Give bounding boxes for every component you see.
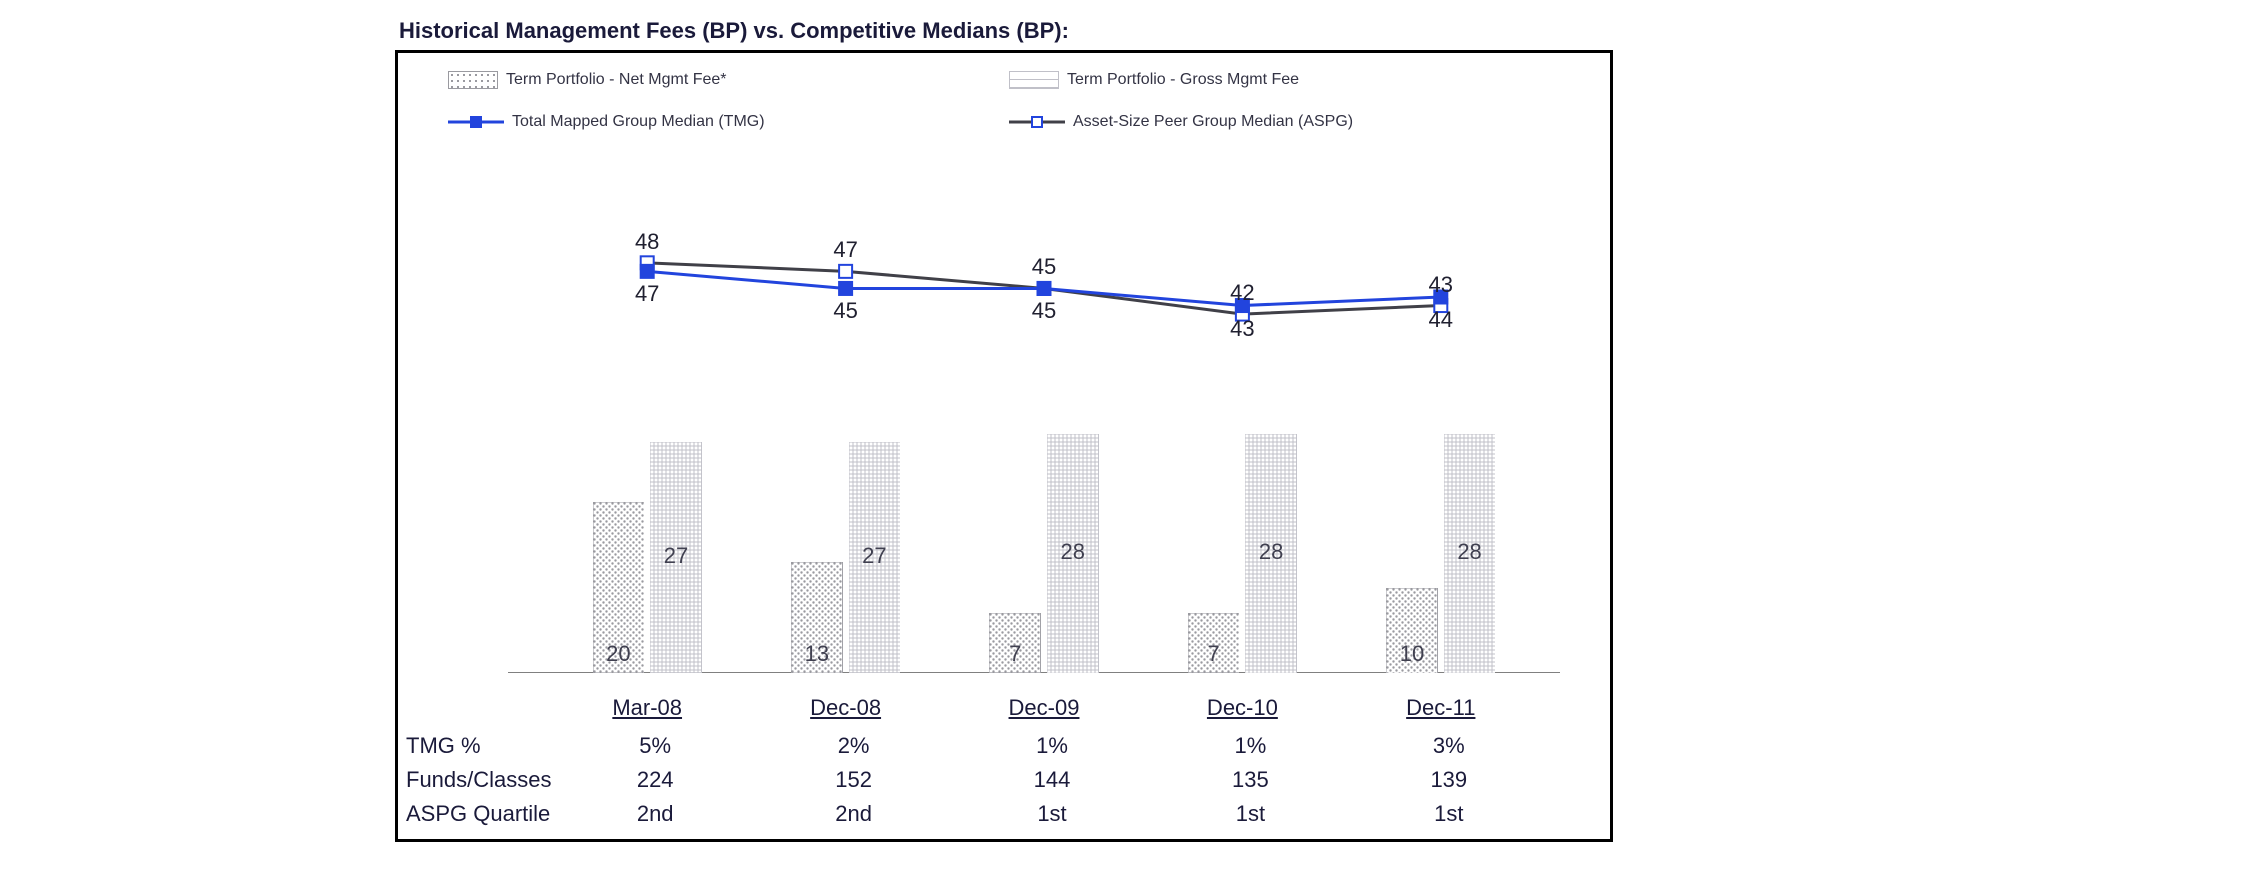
legend-label-tmg: Total Mapped Group Median (TMG) bbox=[512, 113, 765, 131]
bar-gross-value: 27 bbox=[862, 543, 886, 569]
legend-swatch-aspg bbox=[1009, 114, 1065, 130]
table-cell: 1% bbox=[1234, 733, 1266, 759]
table-cell: 1st bbox=[1434, 801, 1463, 827]
x-axis-label: Dec-09 bbox=[1009, 695, 1080, 721]
table-cell: 5% bbox=[639, 733, 671, 759]
table-row: Funds/Classes 224 152 144 135 139 bbox=[406, 767, 1610, 801]
bar-gross-value: 28 bbox=[1457, 539, 1481, 565]
bar-net-value: 10 bbox=[1400, 641, 1424, 667]
table-cell: 2nd bbox=[637, 801, 674, 827]
aspg-value: 42 bbox=[1230, 280, 1254, 306]
legend: Term Portfolio - Net Mgmt Fee* Term Port… bbox=[448, 71, 1570, 155]
aspg-value: 45 bbox=[1032, 254, 1056, 280]
tmg-value: 47 bbox=[635, 281, 659, 307]
bar-net-value: 7 bbox=[1208, 641, 1220, 667]
bar-net-value: 20 bbox=[606, 641, 630, 667]
table-row-header: TMG % bbox=[406, 733, 481, 759]
table-cell: 1st bbox=[1037, 801, 1066, 827]
table-row-header: Funds/Classes bbox=[406, 767, 552, 793]
legend-label-net: Term Portfolio - Net Mgmt Fee* bbox=[506, 71, 727, 89]
tmg-value: 44 bbox=[1429, 307, 1453, 333]
tmg-value: 43 bbox=[1230, 316, 1254, 342]
chart-region: 20 27 13 27 7 28 7 28 10 28 48 47 45 42 43 47 45 45 43 44 bbox=[548, 203, 1540, 673]
legend-label-aspg: Asset-Size Peer Group Median (ASPG) bbox=[1073, 113, 1353, 131]
x-axis-label: Mar-08 bbox=[612, 695, 682, 721]
table-cell: 152 bbox=[835, 767, 872, 793]
x-axis-label: Dec-10 bbox=[1207, 695, 1278, 721]
tmg-marker bbox=[641, 265, 654, 278]
table-cell: 1% bbox=[1036, 733, 1068, 759]
table-row-header: ASPG Quartile bbox=[406, 801, 550, 827]
table-cell: 2nd bbox=[835, 801, 872, 827]
plot-area: Term Portfolio - Net Mgmt Fee* Term Port… bbox=[398, 53, 1610, 683]
aspg-value: 43 bbox=[1429, 272, 1453, 298]
table-cell: 2% bbox=[838, 733, 870, 759]
legend-item-gross: Term Portfolio - Gross Mgmt Fee bbox=[1009, 71, 1570, 89]
table-cell: 3% bbox=[1433, 733, 1465, 759]
tmg-marker bbox=[839, 282, 852, 295]
legend-swatch-gross bbox=[1009, 71, 1059, 89]
legend-swatch-net bbox=[448, 71, 498, 89]
summary-table: TMG % 5% 2% 1% 1% 3% Funds/Classes 224 152 144 135… bbox=[398, 733, 1610, 839]
aspg-value: 47 bbox=[833, 237, 857, 263]
legend-item-aspg: Asset-Size Peer Group Median (ASPG) bbox=[1009, 113, 1570, 131]
bar-net-value: 7 bbox=[1009, 641, 1021, 667]
legend-label-gross: Term Portfolio - Gross Mgmt Fee bbox=[1067, 71, 1299, 89]
tmg-value: 45 bbox=[833, 298, 857, 324]
x-axis-label: Dec-08 bbox=[810, 695, 881, 721]
table-row: ASPG Quartile 2nd 2nd 1st 1st 1st bbox=[406, 801, 1610, 835]
legend-item-net: Term Portfolio - Net Mgmt Fee* bbox=[448, 71, 1009, 89]
aspg-value: 48 bbox=[635, 229, 659, 255]
table-cell: 135 bbox=[1232, 767, 1269, 793]
bar-net-value: 13 bbox=[805, 641, 829, 667]
x-axis-labels: Mar-08 Dec-08 Dec-09 Dec-10 Dec-11 bbox=[398, 683, 1610, 733]
table-cell: 224 bbox=[637, 767, 674, 793]
legend-item-tmg: Total Mapped Group Median (TMG) bbox=[448, 113, 1009, 131]
chart-panel: Term Portfolio - Net Mgmt Fee* Term Port… bbox=[395, 50, 1613, 842]
table-row: TMG % 5% 2% 1% 1% 3% bbox=[406, 733, 1610, 767]
aspg-marker bbox=[839, 265, 852, 278]
bar-gross-value: 28 bbox=[1259, 539, 1283, 565]
legend-swatch-tmg bbox=[448, 114, 504, 130]
table-cell: 1st bbox=[1236, 801, 1265, 827]
table-cell: 144 bbox=[1034, 767, 1071, 793]
chart-container: Historical Management Fees (BP) vs. Comp… bbox=[395, 18, 1625, 842]
bar-gross-value: 28 bbox=[1061, 539, 1085, 565]
x-axis-label: Dec-11 bbox=[1406, 695, 1475, 721]
chart-title: Historical Management Fees (BP) vs. Comp… bbox=[395, 18, 1625, 44]
bar-gross-value: 27 bbox=[664, 543, 688, 569]
table-cell: 139 bbox=[1430, 767, 1467, 793]
tmg-value: 45 bbox=[1032, 298, 1056, 324]
tmg-marker bbox=[1038, 282, 1051, 295]
